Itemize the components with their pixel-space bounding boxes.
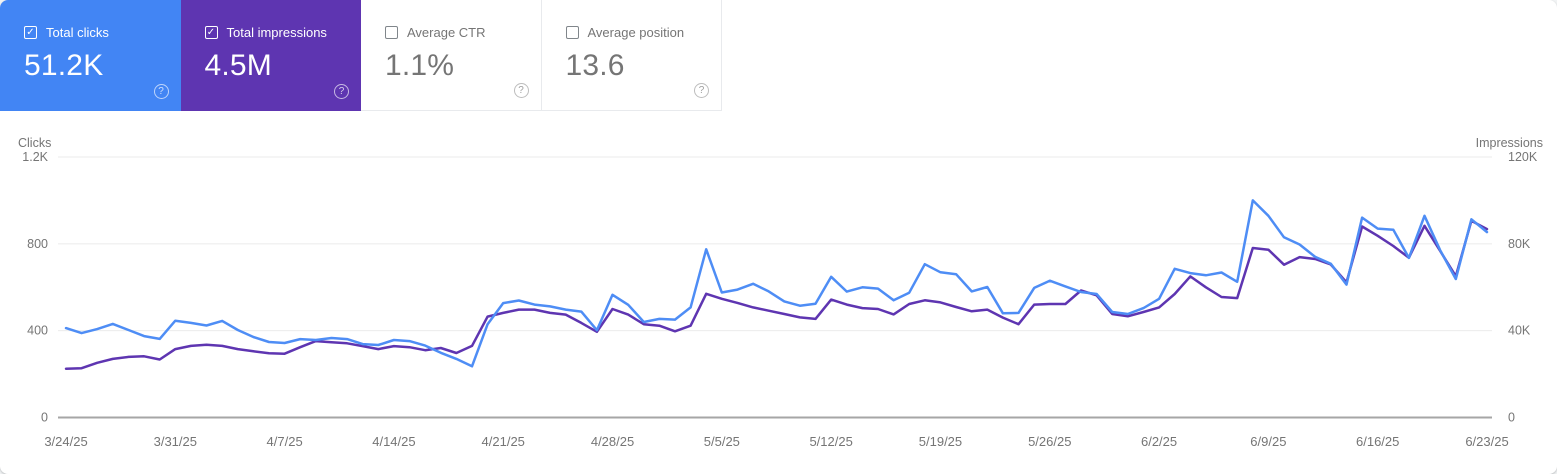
y-axis-tick-left: 400: [27, 324, 48, 338]
total-impressions-card[interactable]: Total impressions 4.5M: [180, 0, 361, 111]
average-position-label: Average position: [587, 25, 685, 40]
chart-canvas[interactable]: 1.2K 120K 800 80K 400 40K 0 0 3/24/25 3/31/25 4/7/…: [0, 111, 1557, 474]
y-axis-tick-right: 80K: [1508, 237, 1531, 251]
help-circle-icon[interactable]: [153, 84, 169, 99]
x-axis-tick: 5/5/25: [704, 434, 740, 449]
impressions-line-series[interactable]: [64, 219, 1489, 370]
average-ctr-card[interactable]: Average CTR 1.1%: [361, 0, 542, 111]
x-axis-tick: 4/14/25: [372, 434, 415, 449]
y-axis-tick-right: 40K: [1508, 324, 1531, 338]
x-axis-tick: 5/12/25: [809, 434, 852, 449]
right-axis-title: Impressions: [1475, 136, 1543, 150]
x-axis-tick: 5/26/25: [1028, 434, 1071, 449]
performance-chart[interactable]: Clicks Impressions 1.2K 120K 800 80K 400 40K 0…: [0, 111, 1557, 474]
unchecked-checkbox-icon[interactable]: [565, 26, 579, 39]
left-axis-title: Clicks: [18, 136, 52, 150]
x-axis-tick: 6/23/25: [1465, 434, 1508, 449]
average-position-card[interactable]: Average position 13.6: [541, 0, 722, 111]
help-circle-icon[interactable]: [513, 83, 529, 98]
x-axis-tick: 4/28/25: [591, 434, 634, 449]
x-axis-tick: 6/16/25: [1356, 434, 1399, 449]
x-axis-tick: 4/21/25: [482, 434, 525, 449]
x-axis-tick: 6/9/25: [1250, 434, 1286, 449]
help-circle-icon[interactable]: [334, 84, 349, 99]
x-axis-tick: 5/19/25: [919, 434, 962, 449]
average-ctr-value: 1.1%: [385, 49, 455, 82]
checked-checkbox-icon[interactable]: [24, 26, 37, 39]
x-axis-tick: 3/31/25: [154, 434, 197, 449]
total-clicks-label: Total clicks: [46, 25, 109, 40]
x-axis-tick: 4/7/25: [267, 434, 303, 449]
y-axis-tick-left: 1.2K: [22, 150, 48, 164]
unchecked-checkbox-icon[interactable]: [385, 26, 398, 39]
y-axis-tick-left: 0: [41, 411, 48, 425]
y-axis-tick-right: 0: [1508, 411, 1515, 425]
total-clicks-value: 51.2K: [24, 49, 104, 82]
total-impressions-label: Total impressions: [226, 25, 327, 40]
x-axis-tick: 6/2/25: [1141, 434, 1177, 449]
x-axis-tick: 3/24/25: [44, 434, 87, 449]
total-clicks-card[interactable]: Total clicks 51.2K: [0, 0, 181, 111]
average-ctr-label: Average CTR: [407, 25, 486, 40]
y-axis-tick-right: 120K: [1508, 150, 1538, 164]
metric-cards-row: Total clicks 51.2K Total impressions 4.5…: [0, 0, 722, 111]
help-circle-icon[interactable]: [694, 83, 709, 98]
clicks-line-series[interactable]: [64, 199, 1489, 368]
checked-checkbox-icon[interactable]: [204, 26, 218, 39]
average-position-value: 13.6: [565, 49, 625, 82]
total-impressions-value: 4.5M: [204, 49, 272, 82]
y-axis-tick-left: 800: [27, 237, 48, 251]
